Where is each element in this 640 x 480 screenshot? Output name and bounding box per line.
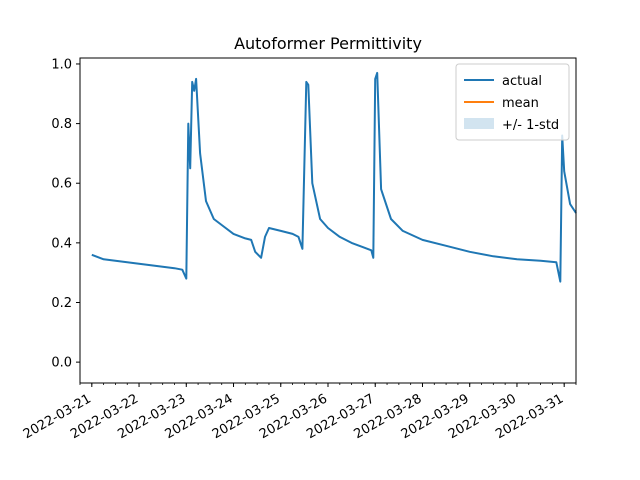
legend-label: mean	[502, 96, 539, 111]
series-layer	[91, 71, 577, 283]
y-tick-label: 1.0	[51, 57, 72, 72]
y-tick-label: 0.6	[51, 177, 72, 192]
y-tick-label: 0.8	[51, 117, 72, 132]
legend-label: +/- 1-std	[502, 118, 559, 133]
y-tick-label: 0.2	[51, 296, 72, 311]
legend-label: actual	[502, 74, 542, 89]
y-tick-label: 0.4	[51, 236, 72, 251]
series-line-actual	[91, 71, 577, 283]
y-axis: 0.0 0.2 0.4 0.6 0.8 1.0	[51, 57, 80, 371]
y-tick-label: 0.0	[51, 356, 72, 371]
chart-title: Autoformer Permittivity	[234, 34, 422, 53]
legend-box	[455, 63, 570, 141]
legend: actual mean +/- 1-std	[455, 63, 570, 141]
legend-swatch-band	[464, 118, 494, 129]
